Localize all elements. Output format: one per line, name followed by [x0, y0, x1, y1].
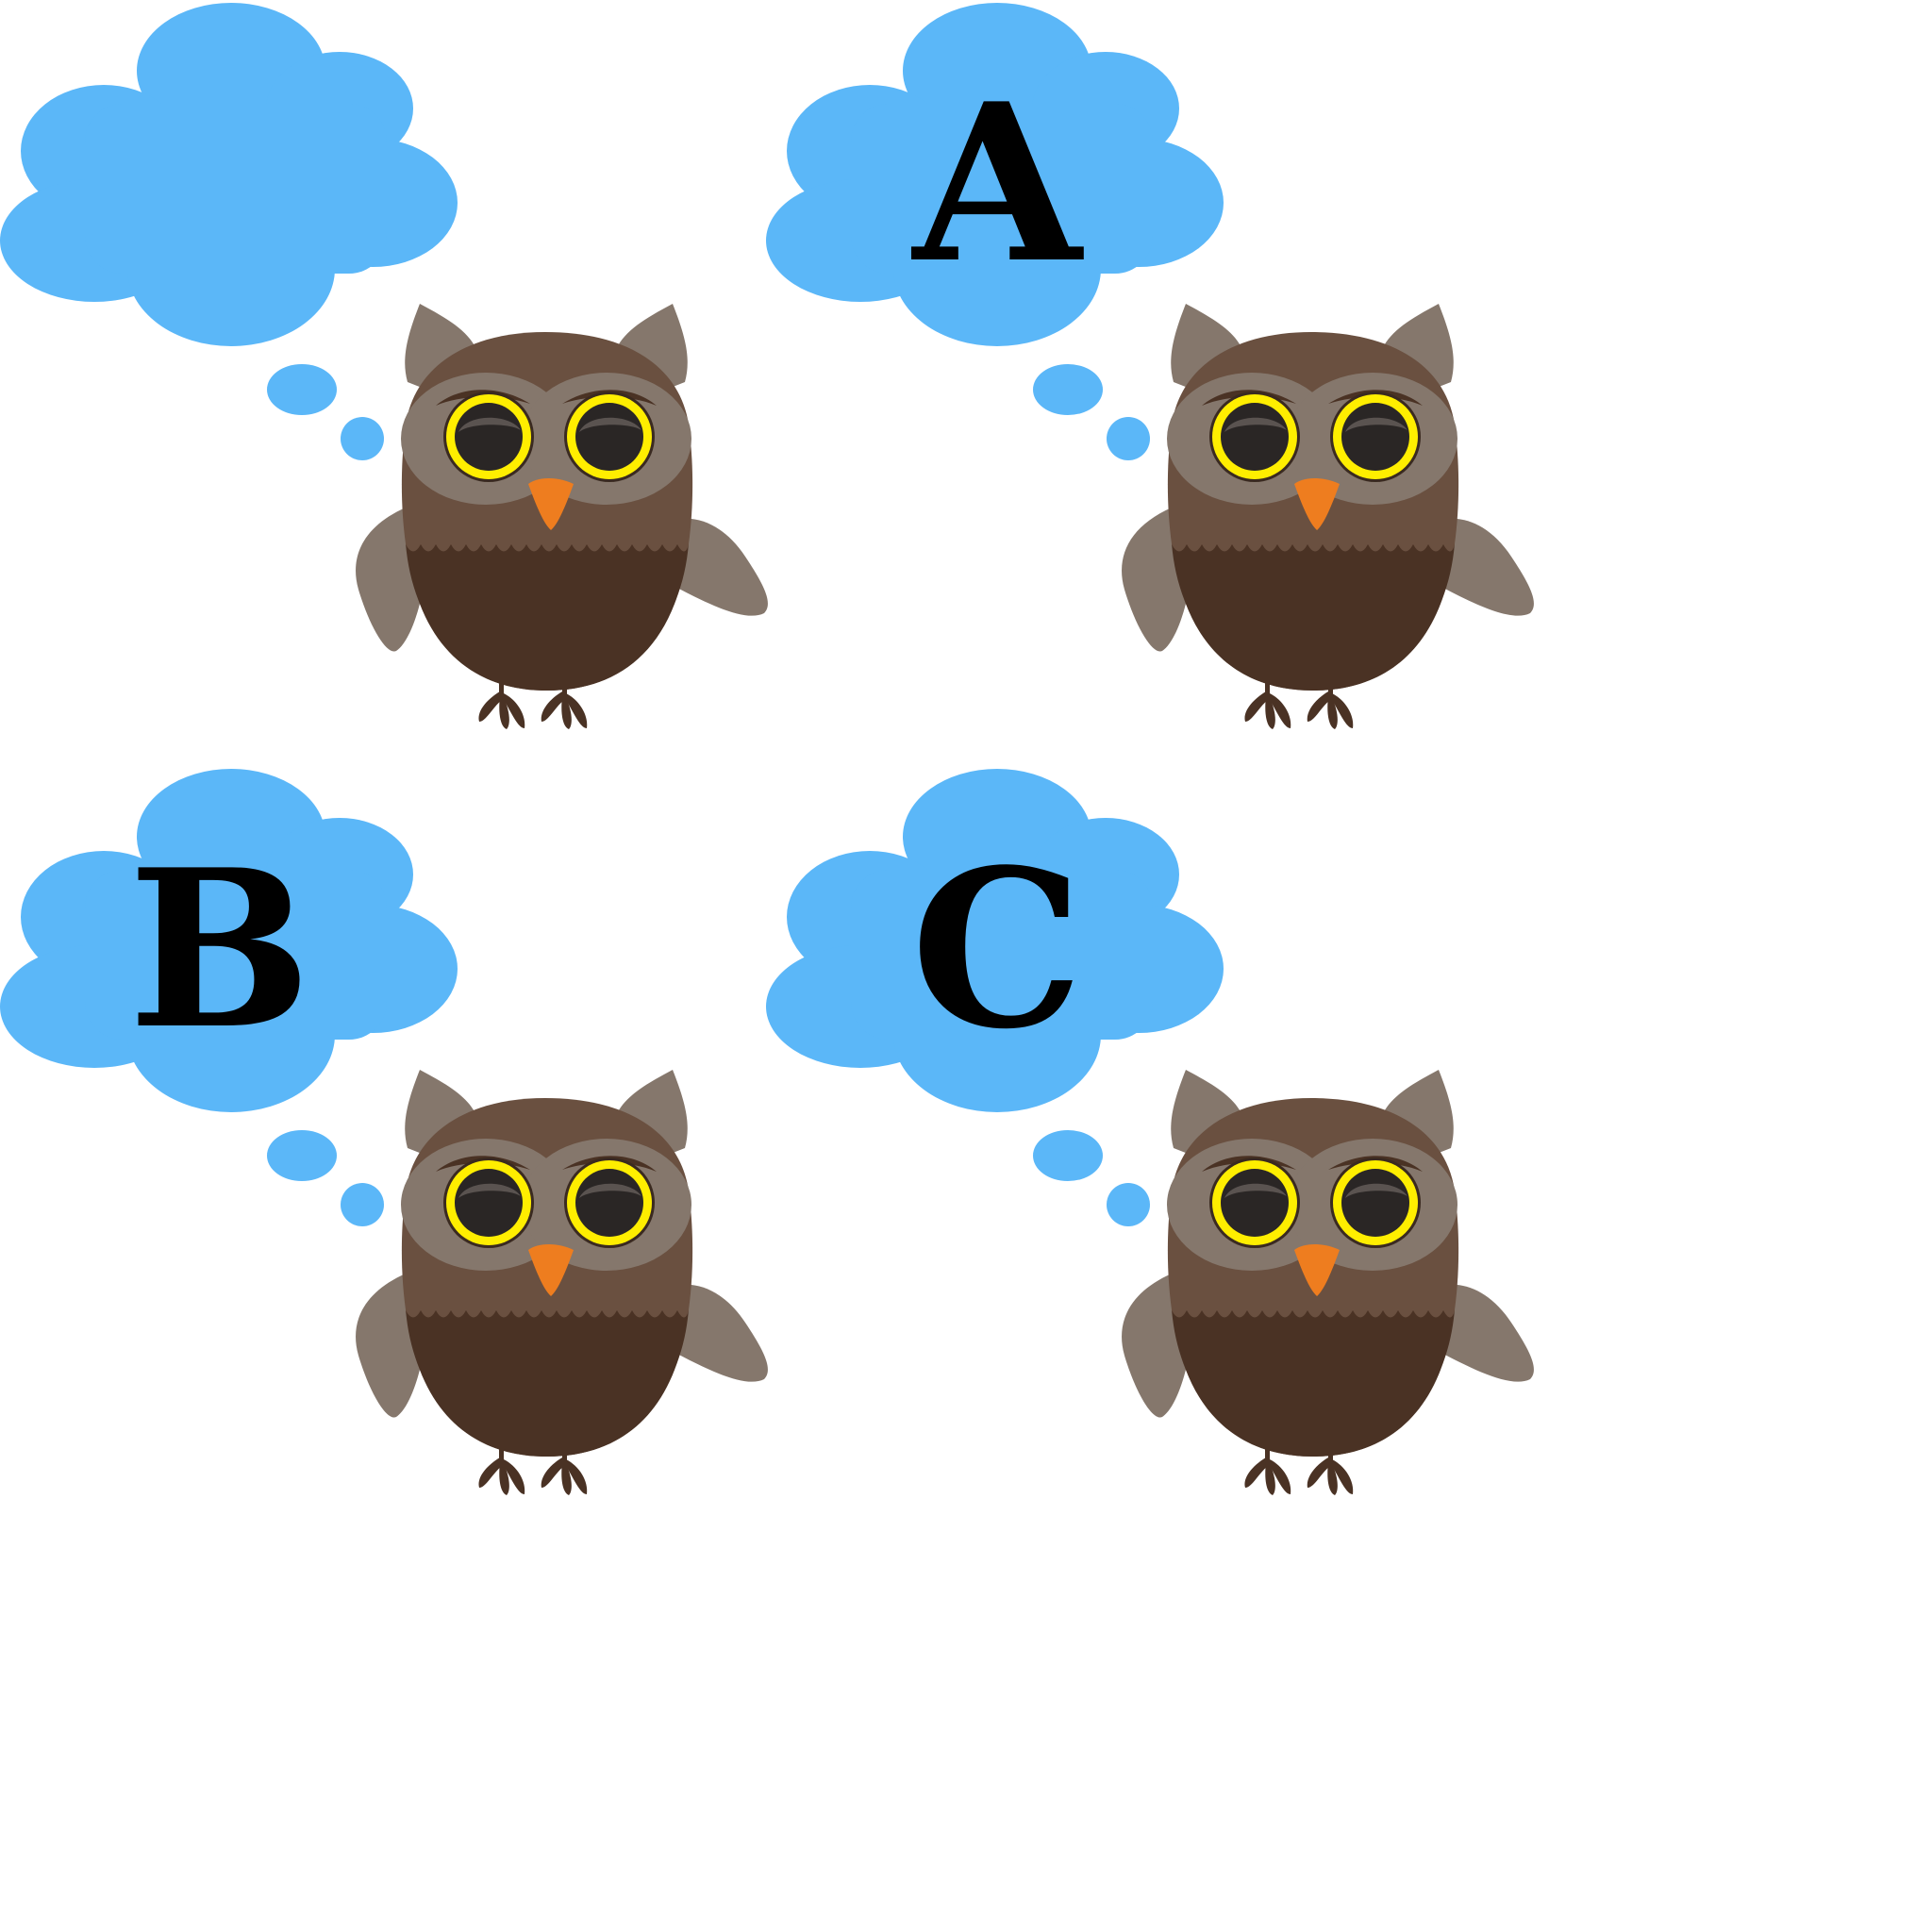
- owl-icon: [356, 1070, 768, 1495]
- thought-letter-a: A: [911, 57, 1085, 311]
- owl-icon: [1122, 1070, 1534, 1495]
- owl-panel-3: B: [0, 769, 768, 1495]
- owl-icon: [356, 304, 768, 729]
- thought-letter-b: B: [128, 823, 311, 1077]
- owl-panel-2: A: [766, 3, 1534, 729]
- thought-cloud: [0, 3, 458, 460]
- thought-letter-c: C: [910, 823, 1083, 1077]
- owl-panel-4: C: [766, 769, 1534, 1495]
- owl-icon: [1122, 304, 1534, 729]
- owl-panel-1: [0, 3, 768, 729]
